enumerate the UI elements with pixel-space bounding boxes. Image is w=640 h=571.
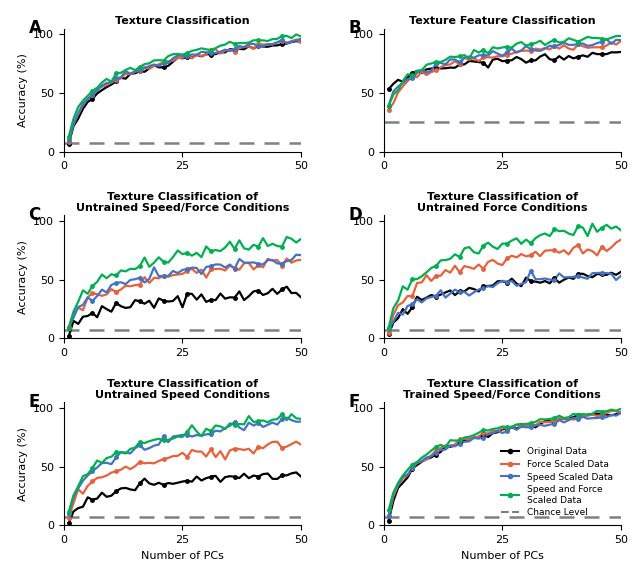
- Legend: Original Data, Force Scaled Data, Speed Scaled Data, Speed and Force
Scaled Data: Original Data, Force Scaled Data, Speed …: [498, 444, 616, 521]
- Title: Texture Classification of
Untrained Speed Conditions: Texture Classification of Untrained Spee…: [95, 379, 270, 400]
- Text: D: D: [348, 206, 362, 224]
- Y-axis label: Accuracy (%): Accuracy (%): [18, 240, 28, 314]
- Title: Texture Classification of
Untrained Speed/Force Conditions: Texture Classification of Untrained Spee…: [76, 192, 289, 214]
- Title: Texture Classification: Texture Classification: [115, 17, 250, 26]
- Y-axis label: Accuracy (%): Accuracy (%): [18, 427, 28, 501]
- X-axis label: Number of PCs: Number of PCs: [461, 550, 544, 561]
- Text: F: F: [348, 392, 360, 411]
- Title: Texture Classification of
Trained Speed/Force Conditions: Texture Classification of Trained Speed/…: [403, 379, 601, 400]
- X-axis label: Number of PCs: Number of PCs: [141, 550, 224, 561]
- Y-axis label: Accuracy (%): Accuracy (%): [18, 53, 28, 127]
- Text: B: B: [348, 19, 361, 37]
- Title: Texture Feature Classification: Texture Feature Classification: [409, 17, 596, 26]
- Title: Texture Classification of
Untrained Force Conditions: Texture Classification of Untrained Forc…: [417, 192, 588, 214]
- Text: C: C: [28, 206, 41, 224]
- Text: A: A: [28, 19, 42, 37]
- Text: E: E: [28, 392, 40, 411]
